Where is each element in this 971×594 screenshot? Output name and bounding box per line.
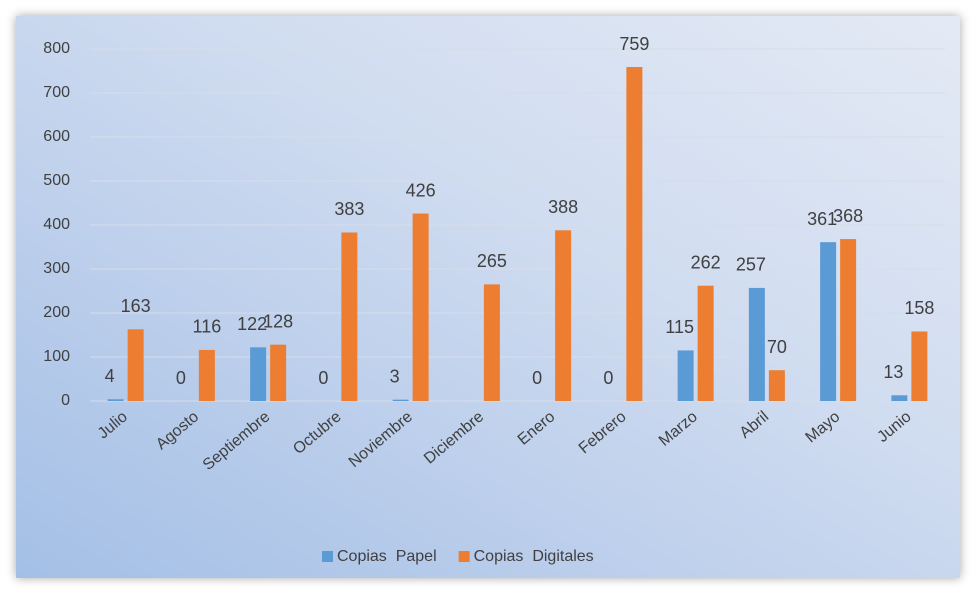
value-label: 0	[318, 368, 328, 388]
bar	[107, 399, 124, 401]
bar	[748, 287, 765, 401]
y-tick-label: 600	[43, 128, 70, 145]
bar	[127, 329, 144, 401]
value-label: 383	[334, 199, 364, 219]
y-tick-label: 100	[43, 348, 70, 365]
value-label: 70	[767, 337, 787, 357]
y-tick-label: 800	[43, 40, 70, 57]
bar	[626, 67, 643, 401]
value-label: 122	[237, 314, 267, 334]
bar	[555, 230, 572, 401]
bar	[768, 370, 785, 401]
bar	[911, 331, 928, 401]
y-tick-label: 200	[43, 304, 70, 321]
value-label: 13	[883, 362, 903, 382]
value-label: 3	[390, 366, 400, 386]
value-label: 163	[121, 296, 151, 316]
bar	[270, 344, 287, 401]
value-label: 368	[833, 206, 863, 226]
legend-label: Copias Digitales	[474, 548, 594, 565]
legend-swatch	[322, 551, 333, 562]
value-label: 0	[603, 368, 613, 388]
bar	[198, 349, 215, 401]
bar	[341, 232, 358, 401]
value-label: 128	[263, 311, 293, 331]
legend-swatch	[458, 551, 470, 562]
value-label: 388	[548, 197, 578, 217]
y-tick-label: 300	[43, 260, 70, 277]
value-label: 0	[532, 368, 542, 388]
value-label: 262	[691, 252, 721, 272]
legend-label: Copias Papel	[337, 548, 437, 565]
bar	[840, 239, 857, 401]
value-label: 759	[619, 34, 649, 54]
bar	[412, 213, 429, 401]
value-label: 361	[807, 209, 837, 229]
bar	[483, 284, 500, 401]
bar	[250, 347, 267, 401]
value-label: 0	[176, 368, 186, 388]
y-tick-label: 0	[61, 392, 70, 409]
bar	[820, 242, 837, 401]
bar	[697, 285, 714, 401]
value-label: 4	[105, 366, 115, 386]
y-tick-label: 700	[43, 84, 70, 101]
value-label: 115	[665, 317, 694, 337]
bar	[677, 350, 694, 401]
value-label: 257	[736, 255, 766, 275]
value-label: 158	[904, 298, 934, 318]
value-label: 265	[477, 251, 507, 271]
value-label: 426	[406, 180, 436, 200]
value-label: 116	[193, 317, 222, 337]
y-tick-label: 400	[43, 216, 70, 233]
bar	[392, 399, 409, 401]
y-tick-label: 500	[43, 172, 70, 189]
bar	[891, 395, 908, 401]
